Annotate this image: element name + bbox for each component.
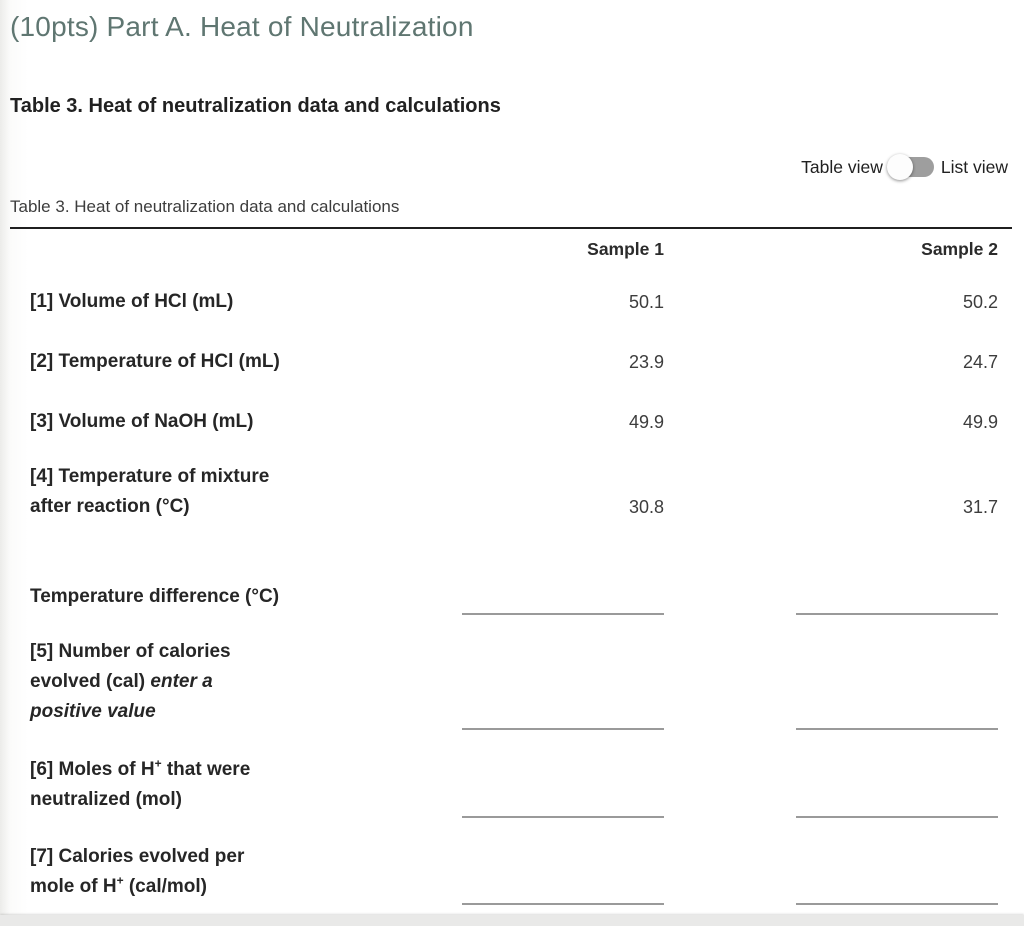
input-cell bbox=[784, 900, 998, 905]
answer-input-line[interactable] bbox=[796, 816, 998, 818]
label-text: [2] Temperature of HCl (mL) bbox=[30, 351, 280, 372]
superscript-text: + bbox=[116, 873, 124, 888]
label-text: [5] Number of calories bbox=[30, 641, 231, 662]
page-content: (10pts) Part A. Heat of Neutralization T… bbox=[10, 10, 1012, 905]
table-row: Temperature difference (°C) bbox=[30, 582, 998, 615]
label-text: [3] Volume of NaOH (mL) bbox=[30, 411, 254, 432]
value-cell: 31.7 bbox=[962, 497, 998, 517]
input-cell bbox=[450, 813, 664, 818]
label-text: [1] Volume of HCl (mL) bbox=[30, 291, 234, 312]
value-cell: 30.8 bbox=[628, 497, 664, 517]
section-heading: Table 3. Heat of neutralization data and… bbox=[10, 95, 501, 117]
input-cell bbox=[450, 610, 664, 615]
table-row: [2] Temperature of HCl (mL) 23.9 24.7 bbox=[30, 347, 998, 377]
row-label: [7] Calories evolved per mole of H+ (cal/… bbox=[30, 842, 450, 902]
answer-input-line[interactable] bbox=[462, 903, 664, 905]
label-text: [6] Moles of H bbox=[30, 759, 155, 780]
row-label: Temperature difference (°C) bbox=[30, 582, 450, 612]
label-text: Temperature difference (°C) bbox=[30, 586, 280, 607]
label-text: after reaction (°C) bbox=[30, 496, 190, 517]
answer-input-line[interactable] bbox=[796, 728, 998, 730]
superscript-text: + bbox=[154, 756, 162, 771]
input-cell bbox=[784, 813, 998, 818]
view-toggle-row: Table view List view bbox=[10, 154, 1012, 180]
table-caption: Table 3. Heat of neutralization data and… bbox=[10, 197, 400, 216]
table-row: [1] Volume of HCl (mL) 50.1 50.2 bbox=[30, 287, 998, 317]
label-text: (cal/mol) bbox=[123, 876, 207, 897]
label-text: evolved (cal) bbox=[30, 671, 151, 692]
table-body: [1] Volume of HCl (mL) 50.1 50.2 [2] Temper… bbox=[10, 287, 1012, 905]
row-label: [1] Volume of HCl (mL) bbox=[30, 287, 450, 317]
table-row: [7] Calories evolved per mole of H+ (cal/… bbox=[30, 842, 998, 905]
label-text: mole of H bbox=[30, 876, 117, 897]
view-toggle-switch[interactable] bbox=[886, 154, 934, 180]
row-label: [4] Temperature of mixture after reaction… bbox=[30, 462, 450, 522]
input-cell bbox=[450, 900, 664, 905]
answer-input-line[interactable] bbox=[462, 816, 664, 818]
answer-input-line[interactable] bbox=[796, 613, 998, 615]
data-table: Sample 1 Sample 2 [1] Volume of HCl (mL)… bbox=[10, 227, 1012, 905]
label-text: that were bbox=[161, 759, 251, 780]
table-row: [5] Number of calories evolved (cal) ente… bbox=[30, 637, 998, 730]
row-label: [5] Number of calories evolved (cal) ente… bbox=[30, 637, 450, 727]
value-cell: 49.9 bbox=[628, 412, 664, 432]
answer-input-line[interactable] bbox=[796, 903, 998, 905]
list-view-label: List view bbox=[940, 156, 1008, 177]
row-label: [3] Volume of NaOH (mL) bbox=[30, 407, 450, 437]
answer-input-line[interactable] bbox=[462, 728, 664, 730]
label-text: [7] Calories evolved per bbox=[30, 846, 245, 867]
table-header-row: Sample 1 Sample 2 bbox=[30, 229, 998, 260]
toggle-knob-icon bbox=[886, 154, 913, 180]
table-row: [6] Moles of H+ that were neutralized (mo… bbox=[30, 755, 998, 818]
input-cell bbox=[450, 725, 664, 730]
row-label: [2] Temperature of HCl (mL) bbox=[30, 347, 450, 377]
input-cell bbox=[784, 610, 998, 615]
input-cell bbox=[784, 725, 998, 730]
page-title: (10pts) Part A. Heat of Neutralization bbox=[10, 11, 474, 42]
label-text: neutralized (mol) bbox=[30, 789, 183, 810]
table-row: [4] Temperature of mixture after reaction… bbox=[30, 462, 998, 522]
label-text: positive value bbox=[30, 701, 156, 722]
row-label: [6] Moles of H+ that were neutralized (mo… bbox=[30, 755, 450, 815]
value-cell: 50.1 bbox=[628, 292, 664, 312]
label-text: enter a bbox=[150, 671, 213, 692]
column-header-sample-2: Sample 2 bbox=[921, 239, 998, 259]
table-row: [3] Volume of NaOH (mL) 49.9 49.9 bbox=[30, 407, 998, 437]
column-header-sample-1: Sample 1 bbox=[587, 239, 664, 259]
next-section-edge bbox=[0, 915, 1024, 926]
value-cell: 49.9 bbox=[962, 412, 998, 432]
value-cell: 24.7 bbox=[962, 352, 998, 372]
value-cell: 50.2 bbox=[962, 292, 998, 312]
answer-input-line[interactable] bbox=[462, 613, 664, 615]
table-view-label: Table view bbox=[801, 156, 883, 177]
value-cell: 23.9 bbox=[628, 352, 664, 372]
label-text: [4] Temperature of mixture bbox=[30, 466, 270, 487]
